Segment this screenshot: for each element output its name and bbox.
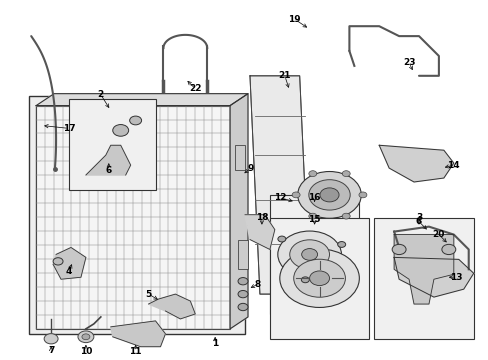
Text: 7: 7: [48, 346, 54, 355]
Text: 8: 8: [254, 280, 261, 289]
Circle shape: [82, 334, 90, 340]
Text: 1: 1: [212, 339, 218, 348]
Circle shape: [309, 271, 329, 285]
Circle shape: [279, 249, 359, 307]
Polygon shape: [148, 294, 195, 319]
Bar: [235, 145, 244, 170]
Circle shape: [308, 180, 349, 210]
Circle shape: [53, 258, 63, 265]
Text: 22: 22: [189, 84, 201, 93]
Polygon shape: [379, 145, 453, 182]
Circle shape: [289, 240, 329, 269]
Text: 20: 20: [432, 230, 444, 239]
Polygon shape: [244, 215, 274, 249]
Text: 6: 6: [105, 166, 112, 175]
Circle shape: [337, 242, 345, 247]
Circle shape: [277, 236, 285, 242]
Circle shape: [113, 125, 128, 136]
Text: 4: 4: [66, 267, 72, 276]
Circle shape: [301, 277, 309, 283]
Circle shape: [358, 192, 366, 198]
Polygon shape: [86, 145, 130, 175]
Circle shape: [291, 192, 300, 198]
Text: 14: 14: [447, 161, 459, 170]
Bar: [269, 195, 359, 314]
Circle shape: [78, 331, 94, 343]
Text: 9: 9: [247, 163, 254, 172]
Text: 16: 16: [308, 193, 320, 202]
Polygon shape: [393, 235, 453, 304]
Text: 13: 13: [448, 273, 461, 282]
Polygon shape: [53, 247, 86, 279]
Polygon shape: [393, 257, 473, 297]
Text: 6: 6: [415, 217, 421, 226]
Polygon shape: [111, 321, 165, 347]
Bar: [373, 218, 473, 339]
Polygon shape: [230, 94, 247, 329]
Circle shape: [308, 171, 316, 176]
Circle shape: [319, 188, 338, 202]
Text: 23: 23: [402, 58, 414, 67]
Circle shape: [44, 334, 58, 344]
Circle shape: [391, 244, 405, 255]
Circle shape: [342, 171, 349, 176]
Circle shape: [297, 171, 361, 218]
Circle shape: [238, 303, 247, 311]
Bar: [238, 239, 247, 269]
Text: 15: 15: [308, 215, 320, 224]
Text: 18: 18: [255, 213, 267, 222]
Text: 12: 12: [273, 193, 285, 202]
Text: 21: 21: [278, 71, 290, 80]
Circle shape: [238, 291, 247, 298]
Bar: [36, 105, 230, 329]
Text: 17: 17: [62, 124, 75, 133]
Circle shape: [301, 248, 317, 260]
Text: 19: 19: [288, 15, 301, 24]
Polygon shape: [249, 76, 309, 294]
Bar: [29, 96, 244, 334]
Text: 5: 5: [145, 289, 151, 298]
Text: 11: 11: [129, 347, 142, 356]
Bar: [269, 218, 368, 339]
Circle shape: [342, 213, 349, 219]
Circle shape: [293, 259, 345, 297]
Circle shape: [277, 231, 341, 278]
Text: 2: 2: [98, 90, 104, 99]
Circle shape: [308, 213, 316, 219]
Text: 10: 10: [80, 347, 92, 356]
Text: 3: 3: [415, 213, 421, 222]
Circle shape: [238, 278, 247, 285]
Polygon shape: [36, 94, 247, 105]
Bar: [69, 99, 155, 190]
Circle shape: [129, 116, 142, 125]
Circle shape: [441, 244, 455, 255]
